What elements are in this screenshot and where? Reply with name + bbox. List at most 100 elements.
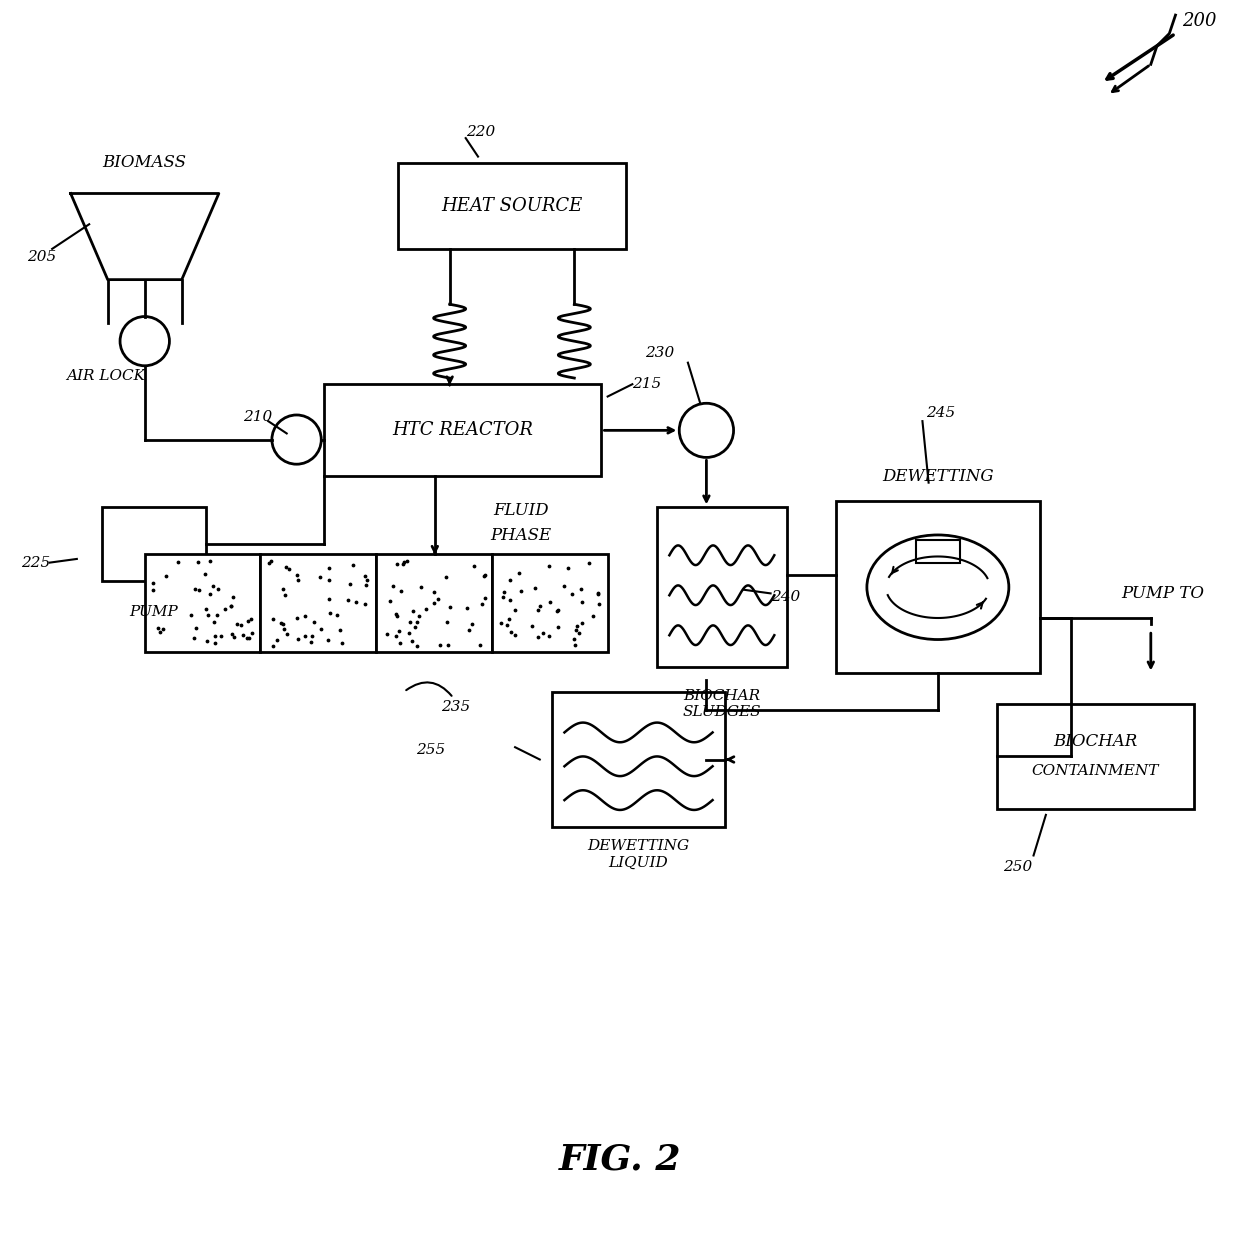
Point — [275, 585, 295, 604]
Point — [342, 555, 362, 575]
Point — [340, 574, 360, 593]
Text: BIOCHAR
SLUDGES: BIOCHAR SLUDGES — [682, 688, 761, 719]
Point — [569, 623, 589, 643]
Point — [222, 624, 242, 644]
Point — [262, 551, 281, 571]
Point — [505, 625, 525, 645]
Point — [573, 613, 593, 633]
Point — [579, 552, 599, 572]
Text: 225: 225 — [21, 556, 51, 570]
Point — [511, 581, 531, 601]
Text: FIG. 2: FIG. 2 — [559, 1142, 681, 1177]
Bar — [997, 705, 1194, 808]
Text: BIOMASS: BIOMASS — [103, 154, 187, 172]
Point — [567, 617, 587, 637]
Point — [407, 612, 427, 632]
Point — [273, 614, 293, 634]
Point — [458, 598, 477, 618]
Point — [272, 613, 291, 633]
Point — [589, 595, 609, 614]
Point — [461, 613, 481, 633]
Point — [563, 585, 583, 604]
Point — [407, 637, 427, 656]
Point — [181, 606, 201, 625]
Point — [391, 581, 410, 601]
Point — [508, 564, 528, 583]
Text: CONTAINMENT: CONTAINMENT — [1032, 764, 1159, 779]
Point — [288, 629, 308, 649]
Point — [391, 633, 410, 653]
Point — [564, 629, 584, 649]
Point — [565, 635, 585, 655]
Point — [501, 623, 521, 643]
Bar — [915, 540, 960, 562]
Point — [275, 557, 295, 577]
Point — [539, 627, 559, 646]
Point — [464, 556, 484, 576]
Point — [227, 614, 247, 634]
Bar — [260, 554, 376, 653]
Point — [424, 582, 444, 602]
Point — [381, 591, 401, 611]
Point — [491, 613, 511, 633]
Point — [475, 587, 495, 607]
Point — [494, 587, 513, 607]
Point — [526, 578, 546, 598]
Point — [424, 593, 444, 613]
Bar — [552, 692, 725, 827]
Point — [548, 617, 568, 637]
Text: PUMP TO: PUMP TO — [1122, 585, 1204, 602]
Point — [319, 559, 339, 578]
Point — [383, 576, 403, 596]
Point — [500, 591, 520, 611]
Point — [572, 580, 591, 599]
Point — [377, 624, 397, 644]
Point — [169, 552, 188, 572]
Text: DEWETTING
LIQUID: DEWETTING LIQUID — [588, 839, 689, 869]
Point — [558, 557, 578, 577]
Bar — [145, 554, 260, 653]
Point — [310, 567, 330, 587]
Point — [208, 578, 228, 598]
Point — [539, 556, 559, 576]
Text: 220: 220 — [466, 125, 495, 138]
Point — [398, 551, 418, 571]
Point — [522, 617, 542, 637]
Point — [279, 560, 299, 580]
Bar — [102, 507, 207, 581]
Text: HTC REACTOR: HTC REACTOR — [392, 421, 533, 439]
Point — [274, 619, 294, 639]
Point — [288, 570, 308, 590]
Point — [440, 597, 460, 617]
Point — [393, 555, 413, 575]
Point — [541, 592, 560, 612]
Point — [188, 580, 208, 599]
Point — [320, 570, 340, 590]
Point — [459, 620, 479, 640]
Point — [241, 609, 260, 629]
Point — [150, 623, 170, 643]
Point — [409, 606, 429, 625]
Text: 235: 235 — [441, 700, 470, 713]
Point — [404, 617, 424, 637]
Point — [197, 632, 217, 651]
Text: FLUID: FLUID — [494, 503, 549, 519]
Point — [186, 618, 206, 638]
Point — [263, 637, 283, 656]
Text: 215: 215 — [632, 377, 662, 392]
Bar — [398, 163, 626, 248]
Point — [301, 633, 321, 653]
Point — [399, 623, 419, 643]
Point — [207, 604, 227, 624]
Point — [401, 612, 420, 632]
Point — [233, 625, 253, 645]
Point — [429, 635, 449, 655]
Text: 205: 205 — [27, 251, 57, 265]
Point — [403, 632, 423, 651]
Point — [439, 635, 459, 655]
Point — [200, 551, 219, 571]
Point — [470, 635, 490, 655]
Point — [203, 576, 223, 596]
Bar — [836, 501, 1039, 674]
Point — [188, 552, 208, 572]
